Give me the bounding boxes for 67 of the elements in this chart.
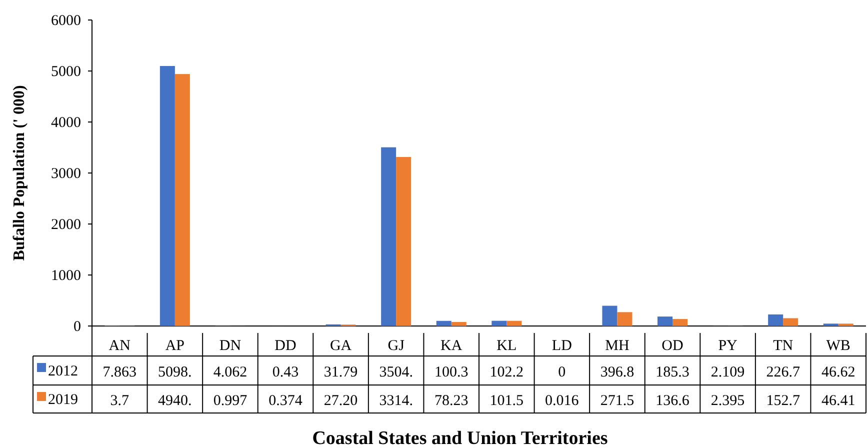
x-tick-label: LD: [552, 338, 572, 354]
x-tick-label: DD: [274, 338, 296, 354]
bar: [506, 320, 522, 326]
data-label: 3504.: [379, 364, 413, 380]
bar: [160, 66, 175, 326]
y-tick-label: 5000: [51, 64, 81, 80]
data-label: 0.43: [272, 364, 299, 380]
legend-label: 2012: [48, 364, 78, 380]
data-label: 271.5: [600, 393, 634, 409]
data-label: 46.41: [821, 393, 856, 409]
bar: [768, 314, 784, 326]
x-tick-label: WB: [826, 338, 850, 354]
y-axis-title: Bufallo Population (' 000): [11, 85, 28, 261]
data-label: 5098.: [158, 364, 192, 380]
x-tick-label: GA: [330, 338, 352, 354]
data-label: 78.23: [434, 393, 468, 409]
x-axis-title: Coastal States and Union Territories: [312, 428, 608, 448]
bar: [783, 318, 798, 326]
bar: [658, 316, 672, 326]
data-label: 4.062: [213, 364, 248, 380]
x-tick-label: DN: [219, 338, 242, 354]
bar: [617, 312, 632, 326]
x-tick-label: KA: [440, 338, 462, 354]
data-label: 27.20: [324, 393, 358, 409]
data-label: 0.016: [545, 393, 580, 409]
bar: [672, 319, 688, 326]
data-label: 7.863: [102, 364, 137, 380]
y-tick-label: 6000: [51, 12, 81, 29]
y-tick-label: 1000: [51, 268, 81, 284]
y-tick-label: 4000: [51, 114, 81, 131]
data-label: 152.7: [766, 393, 800, 409]
x-tick-label: KL: [496, 338, 517, 354]
data-label: 100.3: [434, 364, 468, 380]
data-label: 396.8: [600, 364, 634, 380]
data-label: 31.79: [324, 364, 358, 380]
y-tick-label: 0: [74, 318, 81, 335]
legend-label: 2019: [48, 392, 78, 408]
data-label: 185.3: [656, 364, 690, 380]
bar: [396, 156, 412, 326]
data-label: 3.7: [110, 393, 130, 409]
data-label: 4940.: [158, 393, 192, 409]
data-label: 0.374: [268, 393, 303, 409]
data-label: 136.6: [656, 393, 690, 409]
data-label: 3314.: [379, 393, 413, 409]
data-label: 2.109: [710, 364, 745, 380]
data-label: 0: [558, 364, 566, 380]
x-tick-label: GJ: [388, 338, 405, 354]
x-tick-label: TN: [773, 338, 794, 354]
y-tick-label: 3000: [51, 166, 81, 182]
data-label: 46.62: [821, 364, 856, 380]
bar: [602, 306, 618, 326]
y-tick-label: 2000: [51, 216, 81, 233]
bar: [492, 320, 507, 326]
x-tick-label: OD: [662, 338, 684, 354]
bar: [436, 320, 452, 326]
x-tick-label: PY: [718, 338, 738, 354]
data-label: 102.2: [490, 364, 524, 380]
bar: [174, 74, 190, 326]
x-tick-label: AP: [165, 338, 185, 354]
x-tick-label: AN: [108, 338, 131, 354]
bar: [381, 147, 396, 326]
data-label: 226.7: [766, 364, 800, 380]
data-label: 101.5: [490, 393, 524, 409]
data-label: 0.997: [213, 393, 248, 409]
x-tick-label: MH: [605, 338, 630, 354]
bar: [451, 322, 466, 326]
data-label: 2.395: [710, 393, 745, 409]
